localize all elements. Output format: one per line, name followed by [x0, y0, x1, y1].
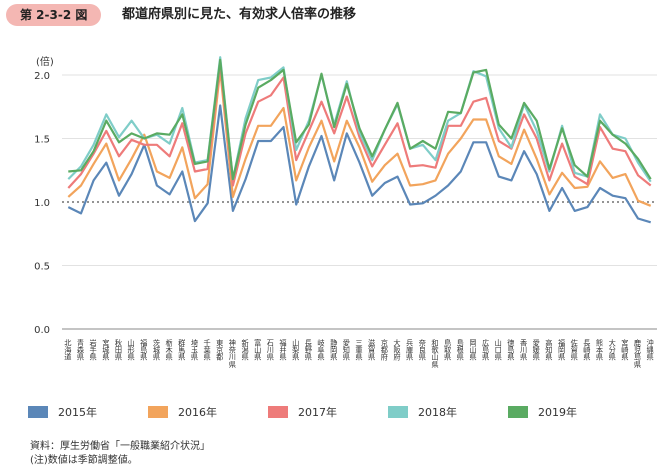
- legend: 2015年 2016年 2017年 2018年 2019年: [28, 404, 648, 420]
- x-tick-label: 福井県: [279, 338, 288, 361]
- y-tick-label: 1.5: [34, 135, 50, 146]
- x-tick-label: 鳥取県: [444, 338, 453, 361]
- legend-swatch: [268, 406, 288, 418]
- x-tick-label: 山形県: [127, 338, 136, 361]
- x-tick-label: 兵庫県: [406, 338, 415, 361]
- series-line-2017年: [67, 63, 652, 189]
- x-tick-label: 大分県: [608, 338, 617, 361]
- x-tick-label: 高知県: [545, 338, 554, 361]
- x-tick-label: 香川県: [520, 338, 529, 361]
- x-tick-label: 埼玉県: [190, 338, 199, 361]
- series-line-2015年: [67, 104, 652, 224]
- figure-number-badge: 第 2-3-2 図: [6, 4, 102, 26]
- legend-item: 2015年: [28, 404, 97, 420]
- x-tick-label: 北海道: [64, 339, 73, 362]
- x-tick-label: 茨城県: [152, 338, 161, 361]
- x-axis: 北海道 青森県 岩手県 宮城県 秋田県 山形県 福島県 茨城県 栃木県 群馬県 埼玉県 千葉県 東京都神…: [62, 328, 657, 369]
- x-tick-label: 富山県: [254, 338, 263, 361]
- x-tick-label: 長崎県: [583, 339, 592, 362]
- figure-header: 第 2-3-2 図 都道府県別に見た、有効求人倍率の推移: [0, 0, 664, 28]
- x-tick-label: 鹿児島県: [634, 338, 643, 369]
- x-tick-label: 東京都: [216, 338, 225, 361]
- legend-item: 2016年: [148, 404, 217, 420]
- legend-swatch: [148, 406, 168, 418]
- x-tick-label: 山口県: [494, 338, 503, 361]
- x-tick-label: 奈良県: [418, 338, 427, 361]
- figure-title: 都道府県別に見た、有効求人倍率の推移: [122, 7, 357, 22]
- x-tick-label: 静岡県: [330, 338, 339, 361]
- x-tick-label: 沖縄県: [646, 338, 655, 361]
- x-tick-label: 神奈川県: [228, 338, 237, 369]
- x-tick-label: 愛知県: [342, 338, 351, 361]
- x-tick-label: 大阪府: [393, 338, 402, 361]
- x-tick-label: 群馬県: [178, 338, 187, 361]
- x-tick-label: 岡山県: [469, 339, 478, 362]
- note-line: (注)数値は季節調整値。: [30, 455, 138, 466]
- legend-item: 2018年: [388, 404, 457, 420]
- x-tick-label: 新潟県: [241, 338, 250, 361]
- legend-label: 2015年: [58, 406, 97, 419]
- x-tick-label: 山梨県: [292, 338, 301, 361]
- x-tick-label: 千葉県: [203, 338, 212, 361]
- legend-label: 2019年: [538, 406, 577, 419]
- legend-item: 2019年: [508, 404, 577, 420]
- x-tick-label: 徳島県: [507, 338, 516, 361]
- x-tick-label: 秋田県: [114, 338, 123, 361]
- x-tick-label: 石川県: [266, 339, 275, 362]
- x-tick-label: 京都府: [380, 338, 389, 361]
- x-tick-label: 福岡県: [558, 338, 567, 361]
- line-chart: (倍) 0.0 0.5 1.0 1.5 2.0 北海道 青森県 岩手県 宮城県 秋田県 山形県 福島県…: [34, 55, 657, 369]
- series-line-2016年: [67, 68, 652, 207]
- legend-swatch: [28, 406, 48, 418]
- y-tick-label: 0.0: [34, 325, 50, 336]
- x-tick-label: 佐賀県: [570, 338, 579, 361]
- x-tick-label: 宮崎県: [621, 338, 630, 361]
- x-tick-label: 宮城県: [102, 338, 111, 361]
- series-lines: [67, 56, 652, 224]
- x-tick-label: 栃木県: [165, 338, 174, 361]
- x-tick-label: 滋賀県: [368, 338, 377, 361]
- source-notes: 資料：厚生労働省「一般職業紹介状況」 (注)数値は季節調整値。: [30, 440, 210, 468]
- series-line-2019年: [68, 58, 652, 181]
- x-tick-label: 長野県: [304, 339, 313, 362]
- x-tick-label: 和歌山県: [431, 338, 440, 369]
- y-tick-label: 0.5: [34, 262, 50, 273]
- y-tick-label: 2.0: [34, 71, 50, 82]
- x-tick-label: 岩手県: [89, 338, 98, 361]
- x-tick-label: 福島県: [140, 338, 149, 361]
- x-tick-label: 三重県: [355, 339, 364, 362]
- legend-item: 2017年: [268, 404, 337, 420]
- x-tick-label: 青森県: [76, 338, 85, 361]
- legend-label: 2018年: [418, 406, 457, 419]
- x-tick-label: 愛媛県: [532, 338, 541, 361]
- x-tick-label: 広島県: [482, 338, 491, 361]
- y-axis-title: (倍): [36, 55, 54, 68]
- legend-swatch: [388, 406, 408, 418]
- y-axis: (倍) 0.0 0.5 1.0 1.5 2.0: [34, 55, 54, 336]
- x-tick-label: 島根県: [456, 338, 465, 361]
- x-tick-label: 岐阜県: [317, 338, 326, 361]
- grid-lines: [62, 74, 657, 330]
- legend-label: 2016年: [178, 406, 217, 419]
- y-tick-label: 1.0: [34, 198, 50, 209]
- x-tick-label: 熊本県: [596, 338, 605, 361]
- legend-label: 2017年: [298, 406, 337, 419]
- legend-swatch: [508, 406, 528, 418]
- source-line: 資料：厚生労働省「一般職業紹介状況」: [30, 441, 210, 452]
